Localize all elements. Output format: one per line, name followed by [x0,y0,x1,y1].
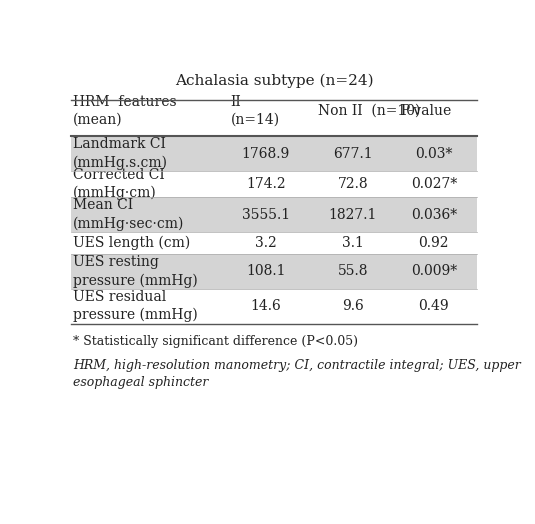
Text: Non II  (n=10): Non II (n=10) [318,104,420,118]
Text: 108.1: 108.1 [246,265,286,278]
Text: 0.49: 0.49 [418,299,449,313]
Text: 3.1: 3.1 [342,236,364,250]
Text: HRM  features
(mean): HRM features (mean) [73,95,177,127]
Text: 72.8: 72.8 [338,177,368,191]
Text: Achalasia subtype (n=24): Achalasia subtype (n=24) [175,74,373,88]
Text: UES resting
pressure (mmHg): UES resting pressure (mmHg) [73,255,198,288]
Text: UES residual
pressure (mmHg): UES residual pressure (mmHg) [73,290,198,322]
Text: P-value: P-value [401,104,452,118]
Text: 14.6: 14.6 [250,299,281,313]
Text: 55.8: 55.8 [338,265,368,278]
Text: 0.92: 0.92 [418,236,449,250]
Text: 1827.1: 1827.1 [329,208,377,222]
Text: Mean CI
(mmHg·sec·cm): Mean CI (mmHg·sec·cm) [73,199,185,231]
Text: 0.027*: 0.027* [411,177,457,191]
Text: 1768.9: 1768.9 [242,147,290,161]
Text: 0.03*: 0.03* [415,147,453,161]
Text: 3555.1: 3555.1 [242,208,290,222]
Text: 3.2: 3.2 [255,236,277,250]
Bar [71,136,477,171]
Text: 9.6: 9.6 [342,299,364,313]
Text: HRM, high-resolution manometry; CI, contractile integral; UES, upper
esophageal : HRM, high-resolution manometry; CI, cont… [73,359,521,389]
Text: 0.036*: 0.036* [411,208,457,222]
Bar [71,197,477,232]
Text: 174.2: 174.2 [246,177,286,191]
Text: 677.1: 677.1 [333,147,373,161]
Text: Corrected CI
(mmHg·cm): Corrected CI (mmHg·cm) [73,168,165,200]
Text: II
(n=14): II (n=14) [231,95,280,127]
Bar [71,254,477,289]
Text: Landmark CI
(mmHg.s.cm): Landmark CI (mmHg.s.cm) [73,137,168,170]
Text: 0.009*: 0.009* [411,265,457,278]
Text: * Statistically significant difference (P<0.05): * Statistically significant difference (… [73,335,358,348]
Text: UES length (cm): UES length (cm) [73,236,190,250]
